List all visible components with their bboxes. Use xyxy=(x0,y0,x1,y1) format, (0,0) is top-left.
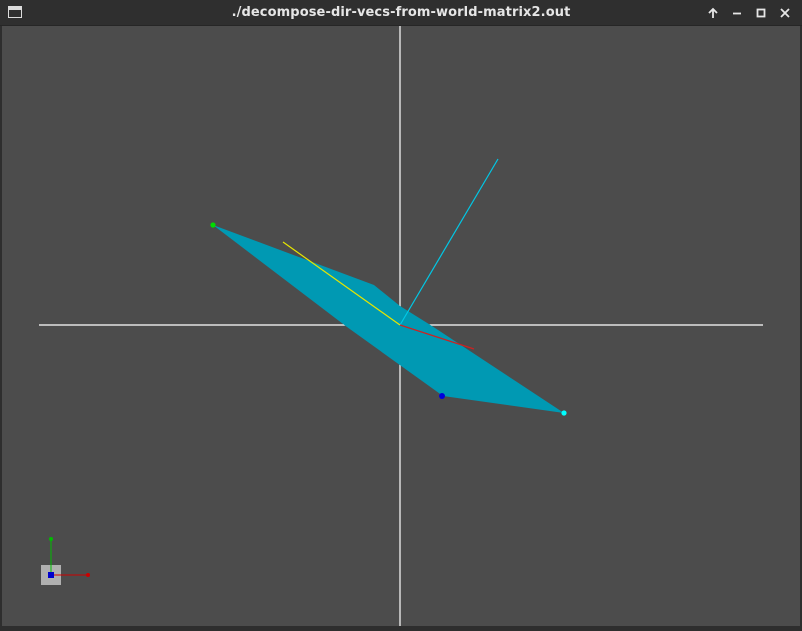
window-title: ./decompose-dir-vecs-from-world-matrix2.… xyxy=(231,5,571,20)
up-vector xyxy=(282,241,401,326)
right-vector xyxy=(399,324,475,350)
green-corner-marker xyxy=(210,222,216,228)
orientation-gizmo xyxy=(41,537,90,585)
minimize-button[interactable] xyxy=(728,3,746,23)
window-menu-icon[interactable] xyxy=(8,6,22,18)
maximize-button[interactable] xyxy=(752,3,770,23)
keep-above-icon xyxy=(708,7,718,18)
scene-canvas[interactable] xyxy=(2,26,800,626)
close-icon xyxy=(780,8,790,18)
gizmo-x-tip xyxy=(86,573,90,577)
maximize-icon xyxy=(756,8,766,18)
minimize-icon xyxy=(733,12,741,15)
rotated-plane xyxy=(213,225,564,413)
window-bottom-edge xyxy=(0,626,802,631)
close-button[interactable] xyxy=(776,3,794,23)
keep-above-button[interactable] xyxy=(704,3,722,23)
gizmo-y-tip xyxy=(49,537,53,541)
gizmo-z-axis xyxy=(48,572,54,578)
blue-corner-marker xyxy=(439,393,445,399)
title-bar[interactable]: ./decompose-dir-vecs-from-world-matrix2.… xyxy=(0,0,802,26)
cyan-corner-marker xyxy=(561,410,567,416)
window-controls xyxy=(704,3,794,23)
3d-viewport[interactable] xyxy=(2,26,800,626)
forward-vector xyxy=(399,158,499,326)
